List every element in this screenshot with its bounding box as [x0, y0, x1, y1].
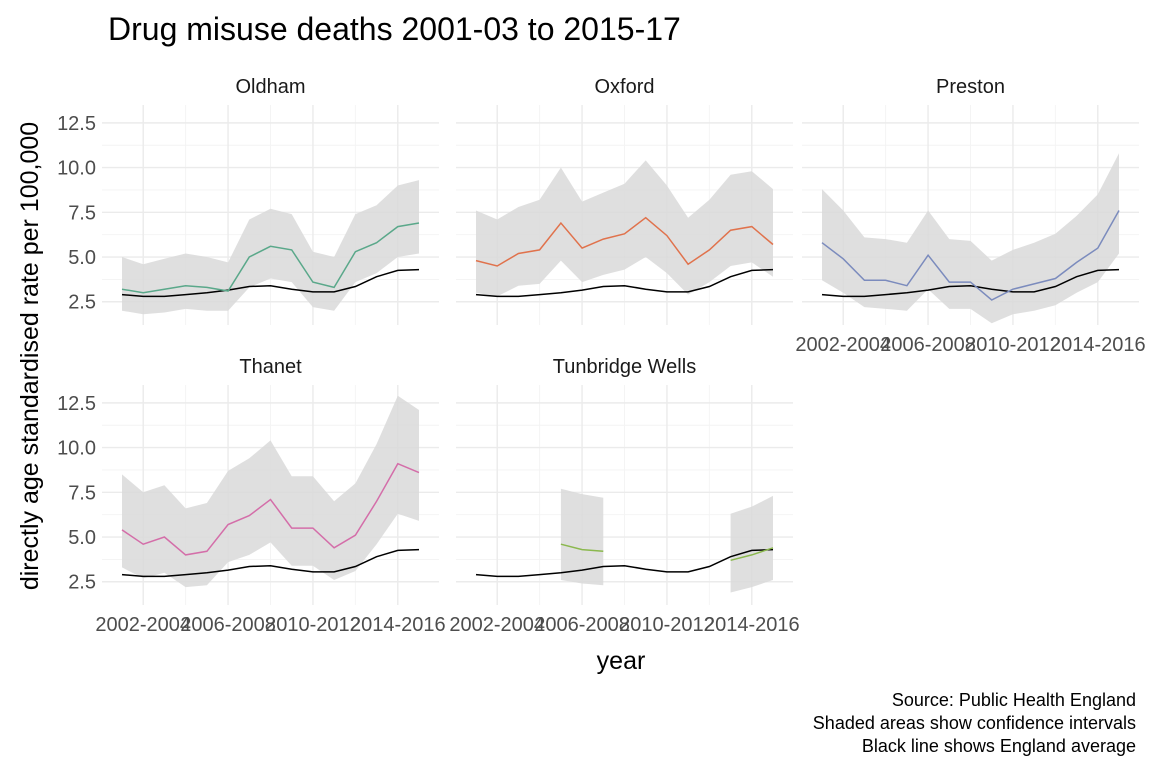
caption-england-average: Black line shows England average — [862, 736, 1136, 756]
england-average-line — [821, 268, 1120, 298]
x-tick-label: 2014-2016 — [350, 614, 446, 636]
series-line-preston — [821, 210, 1120, 301]
y-tick-label: 10.0 — [57, 438, 96, 460]
x-tick-label: 2006-2008 — [180, 614, 276, 636]
x-tick-label: 2002-2004 — [449, 614, 545, 636]
facet-panel-oxford: Oxford — [456, 76, 793, 325]
chart-title: Drug misuse deaths 2001-03 to 2015-17 — [108, 11, 681, 47]
x-tick-label: 2010-2012 — [265, 614, 361, 636]
england-average-line — [121, 548, 420, 578]
y-axis-title: directly age standardised rate per 100,0… — [16, 122, 44, 590]
x-axis-title: year — [597, 647, 646, 675]
x-tick-label: 2002-2004 — [795, 334, 891, 356]
y-tick-label: 5.0 — [68, 247, 96, 269]
y-tick-label: 2.5 — [68, 572, 96, 594]
facet-panel-tunbridge-wells: Tunbridge Wells 2002-20042006-20082010-20… — [449, 356, 799, 636]
england-average-line — [475, 268, 774, 298]
y-tick-label: 12.5 — [57, 113, 96, 135]
caption-confidence-intervals: Shaded areas show confidence intervals — [813, 713, 1136, 733]
caption-source: Source: Public Health England — [892, 690, 1136, 710]
facet-strip-label: Oldham — [235, 76, 305, 98]
facet-strip-label: Preston — [936, 76, 1005, 98]
x-tick-label: 2002-2004 — [95, 614, 191, 636]
x-tick-label: 2014-2016 — [1050, 334, 1146, 356]
x-tick-label: 2010-2012 — [965, 334, 1061, 356]
series-line-tunbridge-wells — [560, 543, 604, 553]
x-tick-label: 2006-2008 — [534, 614, 630, 636]
facet-panel-oldham: Oldham 2.5 5.0 7.5 10.0 12.5 — [57, 76, 439, 325]
confidence-interval-band — [730, 495, 773, 593]
confidence-interval-band — [560, 488, 604, 586]
x-tick-label: 2006-2008 — [880, 334, 976, 356]
series-line-oldham — [121, 222, 420, 294]
y-tick-label: 7.5 — [68, 202, 96, 224]
series-line-tunbridge-wells — [730, 547, 774, 562]
y-tick-label: 5.0 — [68, 527, 96, 549]
y-tick-label: 12.5 — [57, 393, 96, 415]
england-average-line — [475, 548, 774, 578]
confidence-interval-band — [122, 180, 419, 315]
england-average-line — [121, 268, 420, 298]
facet-panel-preston: Preston 2002-20042006-20082010-20122014-2… — [795, 76, 1145, 356]
y-tick-label: 7.5 — [68, 482, 96, 504]
facet-panels: Oldham 2.5 5.0 7.5 10.0 12.5 Oxford Preston 2002… — [57, 76, 1146, 636]
y-tick-label: 10.0 — [57, 158, 96, 180]
confidence-interval-band — [122, 395, 419, 588]
facet-strip-label: Thanet — [239, 356, 302, 378]
confidence-interval-band — [476, 160, 773, 297]
facet-strip-label: Tunbridge Wells — [553, 356, 696, 378]
y-tick-label: 2.5 — [68, 292, 96, 314]
series-line-thanet — [121, 462, 420, 556]
facet-strip-label: Oxford — [594, 76, 654, 98]
series-line-oxford — [475, 216, 774, 267]
x-tick-label: 2010-2012 — [619, 614, 715, 636]
facet-panel-thanet: Thanet 2.5 5.0 7.5 10.0 12.5 2002-20042006-200… — [57, 356, 446, 636]
x-tick-label: 2014-2016 — [704, 614, 800, 636]
